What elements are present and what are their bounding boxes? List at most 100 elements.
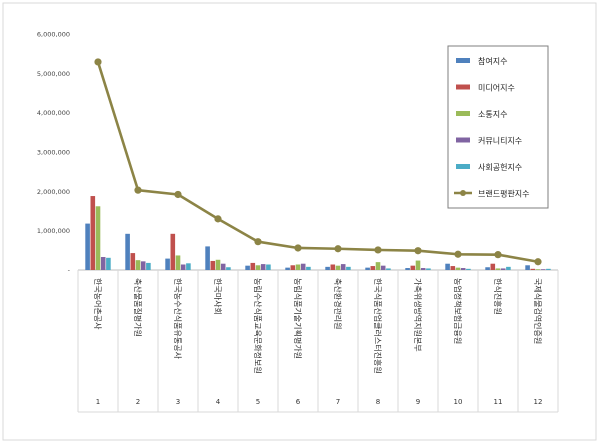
category-number: 3: [176, 398, 180, 406]
category-number: 7: [336, 398, 340, 406]
bar: [180, 264, 186, 270]
bar: [170, 233, 176, 270]
category-label: 한국농어촌공사: [93, 278, 103, 330]
line-point: [494, 251, 502, 259]
category-label: 농업정책보험금융원: [453, 278, 463, 344]
bar: [285, 267, 290, 270]
line-point: [414, 247, 422, 255]
category-label: 농림수산식품교육문화정보원: [253, 278, 263, 374]
line-point: [294, 244, 302, 252]
category-label: 농림식품기술기획평가원: [293, 278, 303, 359]
bar: [530, 268, 536, 270]
bar: [130, 253, 136, 270]
bar: [455, 267, 461, 270]
bar: [540, 269, 546, 270]
bar: [260, 264, 266, 270]
legend-label: 커뮤니티지수: [478, 136, 522, 146]
bar: [146, 262, 151, 270]
bar: [546, 268, 551, 270]
legend-swatch: [456, 137, 470, 143]
y-tick-label: 2,000,000: [37, 188, 70, 196]
bar: [215, 259, 221, 270]
category-number: 10: [454, 398, 463, 406]
line-point: [214, 215, 222, 223]
bar: [460, 268, 466, 270]
bar: [415, 260, 421, 270]
bar: [500, 268, 506, 270]
category-number: 8: [376, 398, 380, 406]
bar: [290, 265, 296, 270]
bar: [405, 268, 410, 270]
bar: [370, 266, 376, 270]
bar: [220, 263, 226, 270]
category-label: 가축위생방역지원본부: [413, 278, 423, 352]
line-point: [334, 245, 342, 253]
bar: [255, 265, 261, 270]
bar: [340, 264, 346, 270]
category-label: 한국마사회: [213, 278, 222, 315]
category-number: 5: [256, 398, 260, 406]
bar: [335, 265, 341, 270]
bar: [365, 267, 370, 270]
bar: [420, 268, 426, 270]
y-tick-label: 6,000,000: [37, 31, 70, 39]
bar: [295, 264, 301, 270]
legend-swatch: [456, 164, 470, 169]
bar: [95, 206, 101, 270]
line-point: [374, 246, 382, 254]
bar: [490, 263, 496, 270]
category-number: 12: [534, 398, 543, 406]
bar: [535, 269, 541, 270]
category-label: 한국식품산업클러스터진흥원: [373, 278, 383, 374]
category-number: 4: [216, 398, 221, 406]
bar: [375, 262, 381, 270]
y-tick-label: 3,000,000: [37, 149, 70, 157]
category-number: 1: [96, 398, 100, 406]
bar: [85, 223, 90, 270]
bar: [450, 266, 456, 270]
bar: [426, 268, 431, 270]
bar: [466, 268, 471, 270]
bar: [245, 265, 250, 270]
category-label: 국제식물검역인증원: [533, 278, 543, 344]
bar: [125, 233, 130, 270]
legend-label: 참여지수: [478, 56, 507, 66]
bar: [306, 266, 311, 270]
bar: [140, 261, 146, 270]
bar: [485, 267, 490, 270]
bar: [226, 267, 231, 270]
line-point: [454, 250, 462, 258]
category-number: 6: [296, 398, 301, 406]
bar: [106, 257, 111, 270]
legend-label: 사회공헌지수: [478, 163, 522, 172]
legend-swatch: [456, 58, 470, 63]
bar: [380, 265, 386, 270]
y-tick-label: 5,000,000: [37, 70, 70, 78]
legend-line-marker: [460, 190, 466, 196]
bar: [410, 265, 416, 270]
bar: [135, 260, 141, 270]
category-label: 한국농수산식품유통공사: [173, 278, 183, 360]
bar: [300, 263, 306, 270]
bar: [250, 262, 256, 270]
bar: [330, 264, 336, 270]
bar: [386, 268, 391, 270]
bar: [266, 264, 271, 270]
bar: [325, 266, 330, 270]
category-number: 2: [136, 398, 140, 406]
legend-label: 브랜드평판지수: [478, 189, 530, 199]
category-label: 축산환경관리원: [333, 278, 343, 330]
bar: [205, 246, 210, 270]
legend-label: 미디어지수: [478, 83, 515, 93]
line-point: [534, 258, 542, 266]
y-tick-label: 1,000,000: [37, 227, 70, 235]
category-label: 축산물품질평가원: [133, 278, 143, 337]
category-number: 11: [494, 398, 503, 406]
bar: [445, 263, 450, 270]
bar: [90, 196, 96, 270]
bar: [495, 268, 501, 270]
bar: [346, 266, 351, 270]
legend-label: 소통지수: [478, 110, 507, 119]
line-point: [254, 238, 262, 246]
